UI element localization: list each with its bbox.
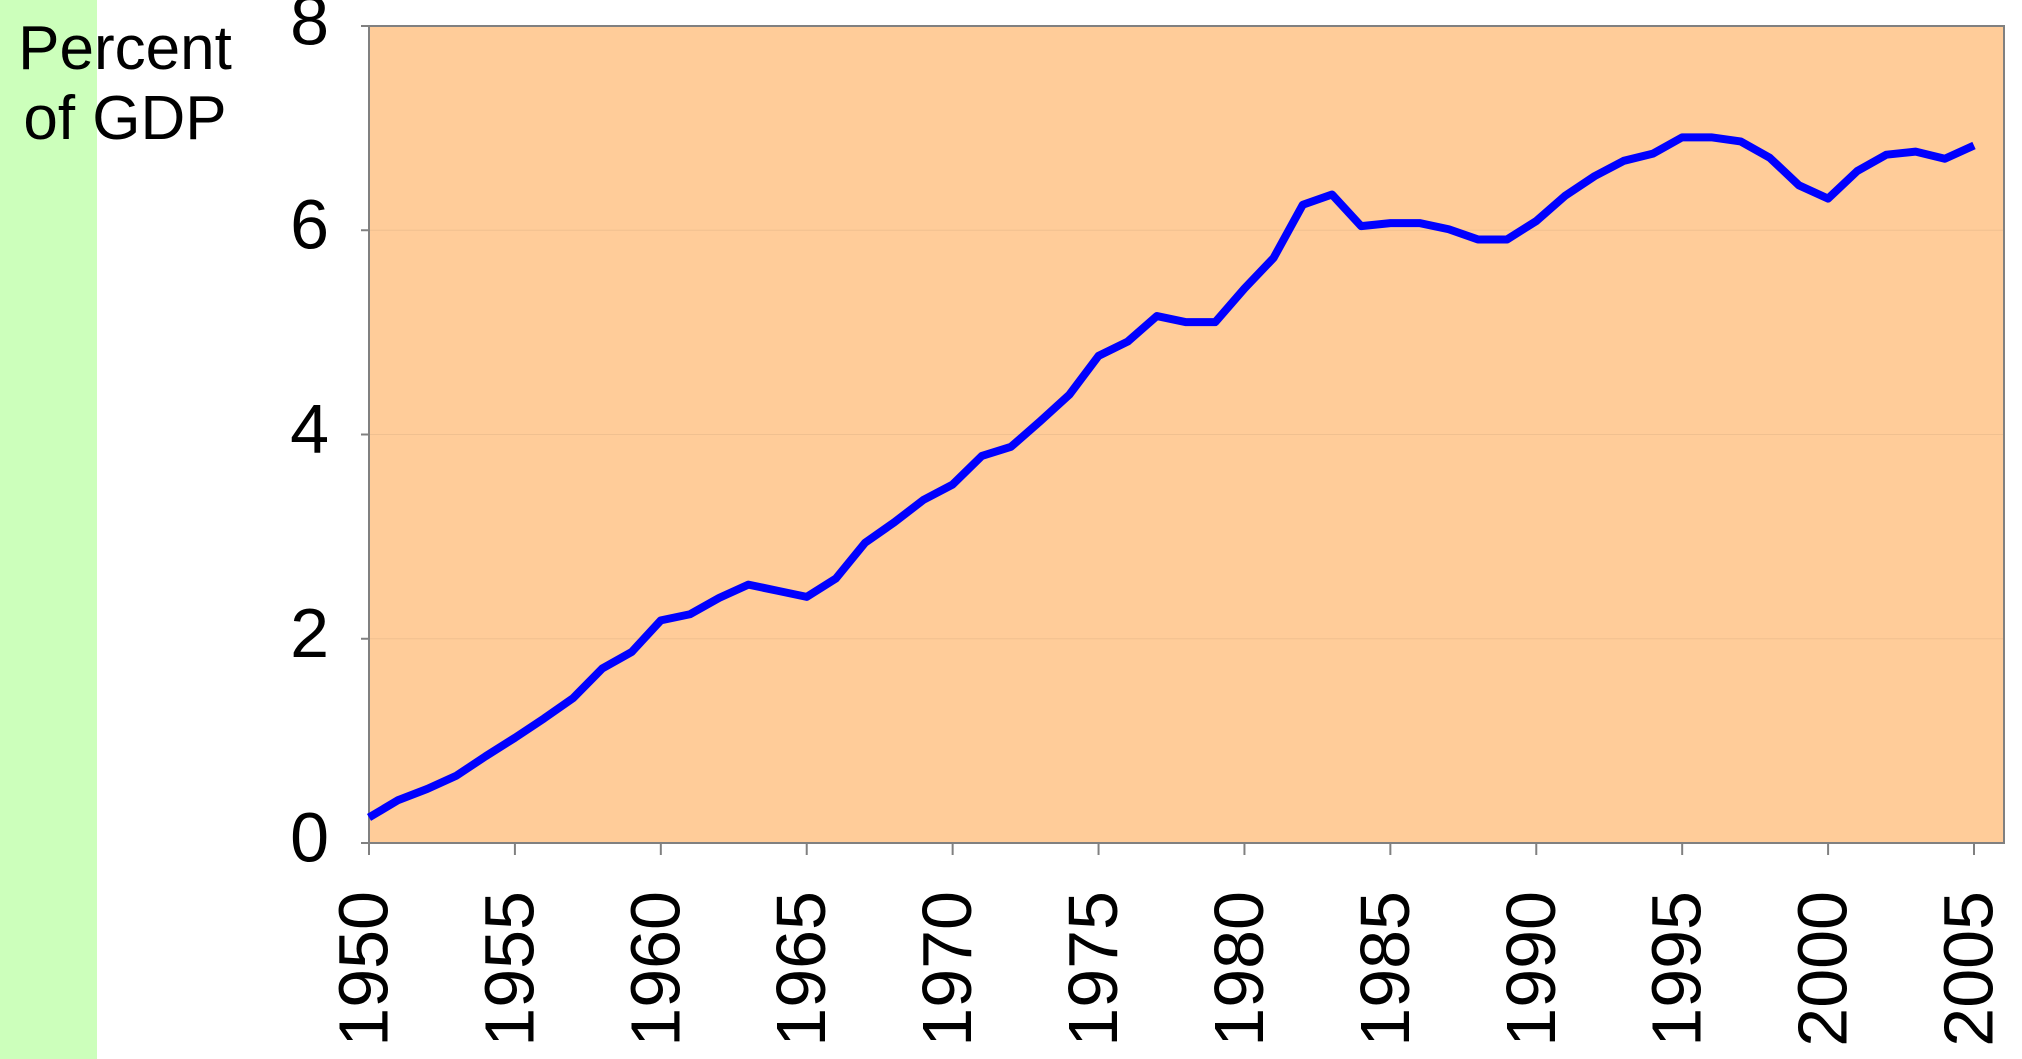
side-band — [0, 0, 97, 1059]
y-tick-label: 0 — [290, 798, 329, 876]
x-tick-label: 1970 — [908, 891, 986, 1047]
x-tick-label: 1990 — [1492, 891, 1570, 1047]
x-tick-label: 1975 — [1054, 891, 1132, 1047]
x-tick-label: 1960 — [616, 891, 694, 1047]
plot-border — [368, 25, 2005, 844]
y-tick-label: 6 — [290, 186, 329, 264]
y-tick-label: 4 — [290, 390, 329, 468]
y-tick-label: 8 — [290, 0, 329, 59]
x-tick-label: 2005 — [1929, 891, 2007, 1047]
x-tick-label: 1980 — [1200, 891, 1278, 1047]
x-tick-label: 1955 — [470, 891, 548, 1047]
x-tick-label: 2000 — [1784, 891, 1862, 1047]
x-tick-label: 1985 — [1346, 891, 1424, 1047]
x-tick-label: 1995 — [1638, 891, 1716, 1047]
x-tick-label: 1965 — [762, 891, 840, 1047]
y-axis-label: Percent of GDP — [18, 14, 232, 153]
x-tick-label: 1950 — [324, 891, 402, 1047]
data-line — [366, 133, 1976, 821]
y-tick-label: 2 — [290, 594, 329, 672]
